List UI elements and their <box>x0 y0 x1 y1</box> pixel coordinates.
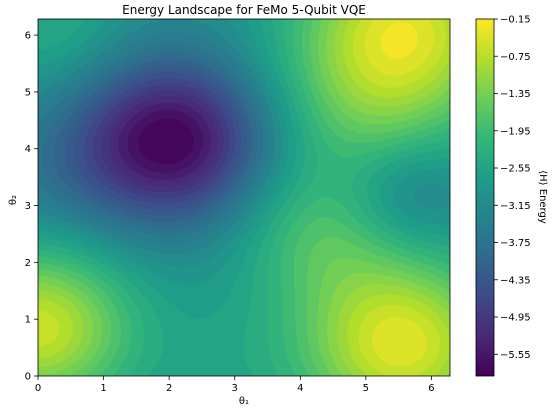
y-tick-label: 3 <box>25 201 31 212</box>
colorbar-ticks: −0.15 −0.75 −1.35 −1.95 −2.55 −3.15 −3.75 −4.35… <box>494 15 531 361</box>
plot-frame <box>37 18 451 377</box>
colorbar-tick-label: −1.35 <box>500 89 531 100</box>
colorbar-label: ⟨H⟩ Energy <box>537 170 548 224</box>
x-tick-label: 4 <box>297 383 303 394</box>
x-tick-label: 6 <box>428 383 434 394</box>
x-tick-label: 0 <box>35 383 41 394</box>
colorbar-tick-label: −2.55 <box>500 164 531 175</box>
energy-contour-field <box>38 19 450 376</box>
colorbar <box>475 18 495 377</box>
colorbar-tick-label: −3.15 <box>500 201 531 212</box>
x-tick-label: 2 <box>166 383 172 394</box>
y-tick-label: 0 <box>25 372 31 383</box>
y-tick-label: 6 <box>25 31 31 42</box>
x-axis-ticks: 0 1 2 3 4 5 6 <box>35 376 435 394</box>
colorbar-tick-label: −4.35 <box>500 275 531 286</box>
y-axis-ticks: 0 1 2 3 4 5 6 <box>25 31 38 383</box>
x-tick-label: 3 <box>232 383 238 394</box>
colorbar-tick-label: −4.95 <box>500 313 531 324</box>
x-axis-label: θ₁ <box>239 396 249 407</box>
y-tick-label: 4 <box>25 144 31 155</box>
y-tick-label: 2 <box>25 258 31 269</box>
x-tick-label: 5 <box>363 383 369 394</box>
y-tick-label: 1 <box>25 315 31 326</box>
colorbar-tick-label: −1.95 <box>500 126 531 137</box>
colorbar-tick-label: −0.15 <box>500 15 531 26</box>
colorbar-tick-label: −5.55 <box>500 350 531 361</box>
colorbar-tick-label: −3.75 <box>500 238 531 249</box>
x-tick-label: 1 <box>100 383 106 394</box>
y-axis-label: θ₂ <box>8 195 19 205</box>
y-tick-label: 5 <box>25 87 31 98</box>
chart-title: Energy Landscape for FeMo 5-Qubit VQE <box>122 3 366 17</box>
colorbar-tick-label: −0.75 <box>500 52 531 63</box>
